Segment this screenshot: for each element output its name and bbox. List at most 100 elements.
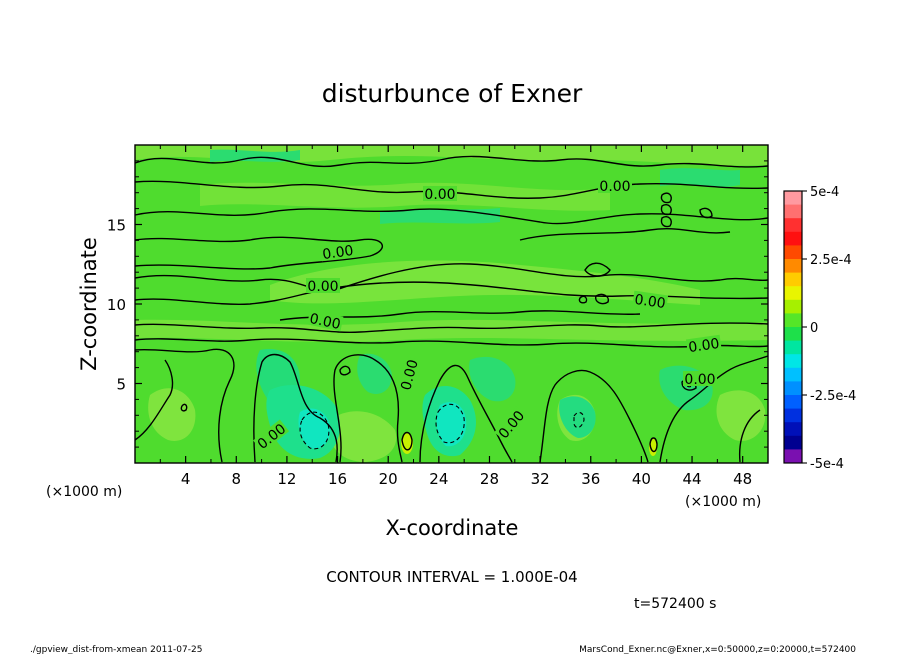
colorbar-swatch	[784, 313, 802, 328]
x-tick-label: 24	[429, 470, 448, 488]
field-region	[135, 319, 768, 342]
colorbar-swatch	[784, 286, 802, 301]
contour-line	[134, 322, 769, 334]
x-tick-label: 4	[181, 470, 191, 488]
field-region	[357, 353, 392, 395]
contour-label-bg	[306, 278, 340, 293]
contour-line	[419, 364, 513, 463]
contour-value-label: 0.00	[307, 279, 338, 295]
contour-label-bg	[307, 309, 344, 332]
contour-value-label: 0.00	[424, 187, 455, 203]
x-tick-label: 12	[277, 470, 296, 488]
colorbar-swatch	[784, 272, 802, 287]
contour-line	[180, 403, 188, 412]
contour-label-bg	[494, 406, 528, 442]
colorbar-swatch	[784, 381, 802, 396]
contour-value-label: 0.00	[321, 243, 354, 263]
field-region	[298, 408, 331, 449]
colorbar-label: -2.5e-4	[810, 389, 856, 404]
contour-label-bg	[319, 241, 356, 262]
contour-line	[595, 293, 609, 305]
x-tick-label: 44	[682, 470, 701, 488]
contour-line	[134, 208, 769, 225]
x-tick-label: 32	[531, 470, 550, 488]
colorbar-swatch	[784, 259, 802, 274]
colorbar-swatch	[784, 299, 802, 314]
colorbar-swatch	[784, 327, 802, 342]
contour-line	[573, 411, 585, 429]
footer-left: ./gpview_dist-from-xmean 2011-07-25	[30, 645, 202, 654]
contour-line	[134, 359, 174, 441]
time-label: t=572400 s	[634, 596, 716, 612]
colorbar-swatch	[784, 395, 802, 410]
colorbar-swatch	[784, 367, 802, 382]
contour-line	[578, 295, 588, 304]
field-region	[436, 402, 467, 447]
contour-label-bg	[632, 290, 669, 311]
contour-line	[339, 365, 351, 376]
y-axis: 5 10 15	[107, 160, 768, 448]
colorbar-swatch	[784, 449, 802, 464]
colorbar-swatch	[784, 204, 802, 219]
x-tick-label: 36	[581, 470, 600, 488]
colorbar-swatch	[784, 422, 802, 437]
contour-label-bg	[396, 356, 421, 393]
field-region	[200, 182, 610, 211]
colorbar-swatch	[784, 354, 802, 369]
x-units-left: (×1000 m)	[46, 484, 122, 500]
contour-value-label: 0.00	[633, 292, 666, 312]
field-region	[559, 396, 596, 438]
colorbar-swatch	[784, 245, 802, 260]
field-region	[270, 260, 700, 305]
x-tick-label: 28	[480, 470, 499, 488]
contour-value-label: 0.00	[308, 311, 342, 333]
colorbar: 5e-4 2.5e-4 0 -2.5e-4 -5e-4	[783, 185, 856, 472]
contour-line	[584, 262, 611, 277]
colorbar-swatch	[784, 231, 802, 246]
x-tick-label: 40	[632, 470, 651, 488]
contour-label-bg	[683, 371, 717, 386]
x-axis-label: X-coordinate	[386, 516, 519, 540]
contour-label-bg	[685, 334, 722, 355]
contour-interval: CONTOUR INTERVAL = 1.000E-04	[326, 568, 577, 586]
colorbar-swatch	[784, 340, 802, 355]
x-tick-label: 8	[232, 470, 242, 488]
colorbar-swatch	[784, 408, 802, 423]
contour-line	[699, 207, 713, 219]
y-tick-label: 10	[107, 296, 126, 314]
contour-line	[134, 236, 383, 270]
y-axis-label: Z-coordinate	[77, 237, 101, 371]
contour-line	[738, 409, 761, 463]
field-region	[660, 168, 740, 187]
contour-label-bg	[253, 419, 290, 453]
colorbar-label: 0	[810, 321, 818, 336]
contour-value-label: 0.00	[398, 358, 422, 392]
contour-line	[401, 431, 413, 451]
x-axis: 4 8 12 16 20 24 28 32 36 40 44 48	[159, 145, 752, 488]
x-tick-label: 48	[733, 470, 752, 488]
field-region	[329, 411, 397, 462]
contour-label-layer: 0.00 0.000.000.000.000.000.000.000.000.00…	[253, 178, 722, 453]
contour-line	[435, 403, 465, 444]
contour-line	[539, 369, 649, 463]
colorbar-label: 2.5e-4	[810, 253, 852, 268]
footer-right: MarsCond_Exner.nc@Exner,x=0:50000,z=0:20…	[579, 645, 856, 654]
contour-line	[299, 411, 330, 450]
contour-line	[253, 353, 338, 463]
colorbar-swatch	[784, 218, 802, 233]
colorbar-swatch	[784, 191, 802, 206]
contour-line	[333, 354, 403, 463]
colorbar-swatch	[784, 435, 802, 450]
x-tick-label: 16	[328, 470, 347, 488]
field-region	[148, 388, 196, 441]
contour-label-bg	[598, 178, 632, 193]
contour-label-bg	[423, 186, 457, 201]
contour-line	[649, 437, 658, 453]
chart-title: disturbunce of Exner	[322, 79, 583, 108]
colorbar-label: 5e-4	[810, 185, 839, 200]
y-tick-label: 5	[116, 376, 126, 394]
contour-line	[134, 263, 769, 293]
contour-line	[660, 204, 672, 216]
contour-line	[660, 192, 672, 204]
